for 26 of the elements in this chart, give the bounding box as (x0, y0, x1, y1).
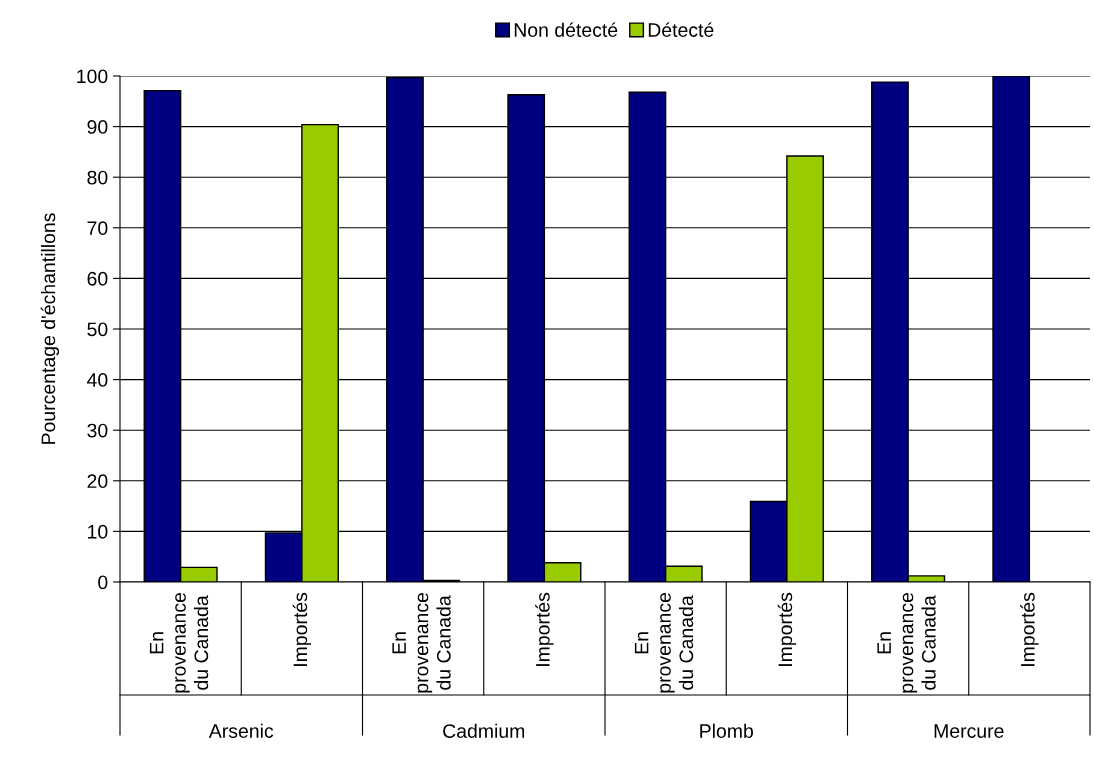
y-tick-label: 90 (87, 120, 108, 134)
x-tick-label: En provenance du Canada (392, 592, 451, 693)
y-tick-label: 40 (87, 373, 108, 387)
text: Arsenic (208, 723, 274, 738)
x-tick-label: Importés (535, 592, 554, 666)
text: Mercure (934, 724, 1004, 738)
text: Cadmium (443, 723, 525, 738)
x-tick-label: Importés (1020, 592, 1039, 666)
x-tick-label: En provenance du Canada (149, 592, 209, 693)
y-tick-label: 100 (77, 69, 108, 84)
y-axis-title: Pourcentage d'échantillons (40, 213, 60, 444)
legend-label: Détecté (648, 22, 714, 37)
y-tick-label: 80 (87, 170, 108, 185)
y-tick-label: 70 (87, 221, 108, 236)
x-tick-label: Importés (777, 592, 797, 666)
x-tick-label: En provenance du Canada (877, 592, 936, 693)
y-tick-label: 10 (88, 524, 108, 539)
x-tick-label: En provenance du Canada (634, 592, 694, 693)
y-tick-label: 30 (87, 423, 108, 438)
legend-label: Non détecté (514, 22, 618, 37)
y-tick-label: 20 (87, 474, 108, 489)
y-tick-label: 50 (87, 322, 108, 337)
y-tick-label: 60 (87, 271, 108, 286)
text: Plomb (700, 723, 753, 738)
x-tick-label: Importés (292, 592, 312, 666)
y-tick-label: 0 (98, 575, 108, 590)
